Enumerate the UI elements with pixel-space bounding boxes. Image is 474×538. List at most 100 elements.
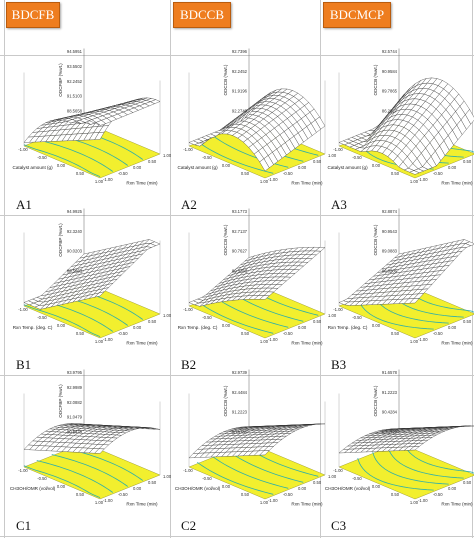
x-tick-label: -0.50 — [37, 315, 47, 320]
x-tick-label: 0.00 — [222, 323, 231, 328]
y-tick-label: 1.00 — [163, 474, 172, 479]
x-tick-label: -0.50 — [352, 315, 362, 320]
x-tick-label: -1.00 — [333, 307, 343, 312]
x-tick-label: -1.00 — [18, 307, 28, 312]
y-axis-label: Rxn Time (min) — [441, 340, 473, 345]
x-tick-label: 0.00 — [222, 163, 231, 168]
y-tick-label: -1.00 — [418, 177, 428, 182]
y-tick-label: 1.00 — [328, 474, 337, 479]
contour-line — [23, 465, 101, 498]
z-tick-label: 90.7627 — [232, 249, 248, 254]
y-axis-label: Rxn Time (min) — [126, 180, 158, 185]
y-tick-label: -0.50 — [118, 171, 128, 176]
y-tick-label: -1.00 — [103, 498, 113, 503]
z-tick-label: 92.9989 — [67, 385, 83, 390]
x-axis-label: Catalyst amount (g) — [328, 165, 369, 170]
contour-line — [36, 139, 113, 172]
grid-line — [0, 215, 474, 216]
surface-panel-c2: 92.9739 92.4484 91.2223 90.9735 ODCCB (%wt.)… — [175, 369, 337, 536]
x-axis-label: CH3OH/OMR (vol/vol) — [10, 486, 56, 491]
x-tick-label: 0.00 — [57, 323, 66, 328]
contour-line — [387, 445, 464, 479]
header-bdccb: BDCCB — [173, 2, 231, 28]
x-tick-label: -0.50 — [202, 155, 212, 160]
z-tick-label: 90.9543 — [382, 229, 398, 234]
y-tick-label: -1.00 — [268, 498, 278, 503]
panel-label: A3 — [331, 197, 347, 212]
z-tick-label: 89.9979 — [382, 430, 398, 435]
surface-mesh-cell — [188, 453, 200, 459]
x-axis-label: Catalyst amount (g) — [13, 165, 54, 170]
z-tick-label: 91.2223 — [382, 390, 398, 395]
y-tick-label: 0.50 — [313, 159, 322, 164]
surface-panel-b1: 94.9925 92.3240 90.0203 88.5663 ODCFBP (%wt.… — [10, 208, 172, 375]
y-tick-label: 0.00 — [298, 486, 307, 491]
y-tick-label: -0.50 — [118, 331, 128, 336]
contour-line — [357, 296, 434, 330]
z-tick-label: 93.9795 — [67, 370, 83, 375]
z-tick-label: 88.5658 — [67, 109, 83, 114]
z-tick-label: 88.5663 — [67, 269, 83, 274]
surface-plot: 92.5744 90.9584 89.7865 86.2327 ODCCB (%wt.)… — [328, 48, 474, 185]
surface-plot: 93.1773 92.7137 90.7627 89.3250 ODCCB (%wt.)… — [178, 208, 337, 345]
x-tick-label: 0.50 — [241, 171, 250, 176]
x-tick-label: 0.50 — [241, 492, 250, 497]
x-tick-label: -0.50 — [37, 155, 47, 160]
x-tick-label: 0.00 — [222, 484, 231, 489]
x-tick-label: -1.00 — [333, 147, 343, 152]
z-axis-label: ODCCB (%wt.) — [373, 64, 378, 95]
z-axis-label: ODCCB (%wt.) — [223, 64, 228, 95]
x-axis-label: Rxn Temp. (deg. C) — [178, 325, 218, 330]
grid-line — [4, 0, 5, 538]
z-tick-label: 93.1773 — [232, 209, 248, 214]
z-axis-label: ODCFBP (%wt.) — [58, 384, 63, 418]
y-tick-label: 0.00 — [133, 325, 142, 330]
x-tick-label: -0.50 — [202, 315, 212, 320]
x-tick-label: 0.50 — [391, 492, 400, 497]
y-tick-label: 0.50 — [463, 159, 472, 164]
x-tick-label: 1.00 — [410, 500, 419, 505]
y-tick-label: -1.00 — [103, 177, 113, 182]
z-tick-label: 86.6206 — [382, 269, 398, 274]
x-tick-label: 1.00 — [95, 179, 104, 184]
z-axis-label: ODCCB (%wt.) — [223, 224, 228, 255]
x-tick-label: -1.00 — [333, 468, 343, 473]
contour-line — [212, 455, 289, 489]
surface-panel-a2: 92.7396 92.2452 91.9196 92.2740 ODCCB (%wt.)… — [175, 48, 337, 215]
z-axis-label: ODCFBP (%wt.) — [58, 63, 63, 97]
y-axis-label: Rxn Time (min) — [441, 501, 473, 506]
y-tick-label: -0.50 — [118, 492, 128, 497]
x-tick-label: -1.00 — [18, 147, 28, 152]
y-tick-label: 1.00 — [163, 153, 172, 158]
y-tick-label: -0.50 — [433, 331, 443, 336]
x-tick-label: -1.00 — [183, 307, 193, 312]
y-tick-label: 0.00 — [298, 325, 307, 330]
contour-line — [227, 449, 304, 483]
panel-label: A2 — [181, 197, 197, 212]
surface-mesh-cell — [338, 300, 350, 305]
y-tick-label: -0.50 — [433, 492, 443, 497]
x-tick-label: 0.50 — [391, 171, 400, 176]
y-tick-label: 0.00 — [448, 486, 457, 491]
z-tick-label: 92.3240 — [67, 229, 83, 234]
surface-plot: 94.9925 92.3240 90.0203 88.5663 ODCFBP (%wt.… — [13, 208, 172, 345]
z-tick-label: 92.7396 — [232, 49, 248, 54]
x-tick-label: 1.00 — [95, 339, 104, 344]
z-tick-label: 91.6578 — [382, 370, 398, 375]
surface-mesh-cell — [188, 140, 200, 145]
x-axis-label: Rxn Temp. (deg. C) — [13, 325, 53, 330]
z-tick-label: 91.5103 — [67, 94, 83, 99]
panel-label: B2 — [181, 357, 197, 372]
z-tick-label: 92.2452 — [232, 69, 248, 74]
z-tick-label: 90.9735 — [232, 430, 248, 435]
x-tick-label: 0.00 — [57, 163, 66, 168]
contour-line — [357, 457, 434, 491]
x-tick-label: -0.50 — [37, 476, 47, 481]
x-tick-label: 1.00 — [260, 339, 269, 344]
surface-mesh-cell — [188, 300, 200, 305]
y-tick-label: -0.50 — [283, 171, 293, 176]
y-tick-label: 1.00 — [328, 153, 337, 158]
y-tick-label: -0.50 — [433, 171, 443, 176]
x-tick-label: 0.50 — [76, 171, 85, 176]
